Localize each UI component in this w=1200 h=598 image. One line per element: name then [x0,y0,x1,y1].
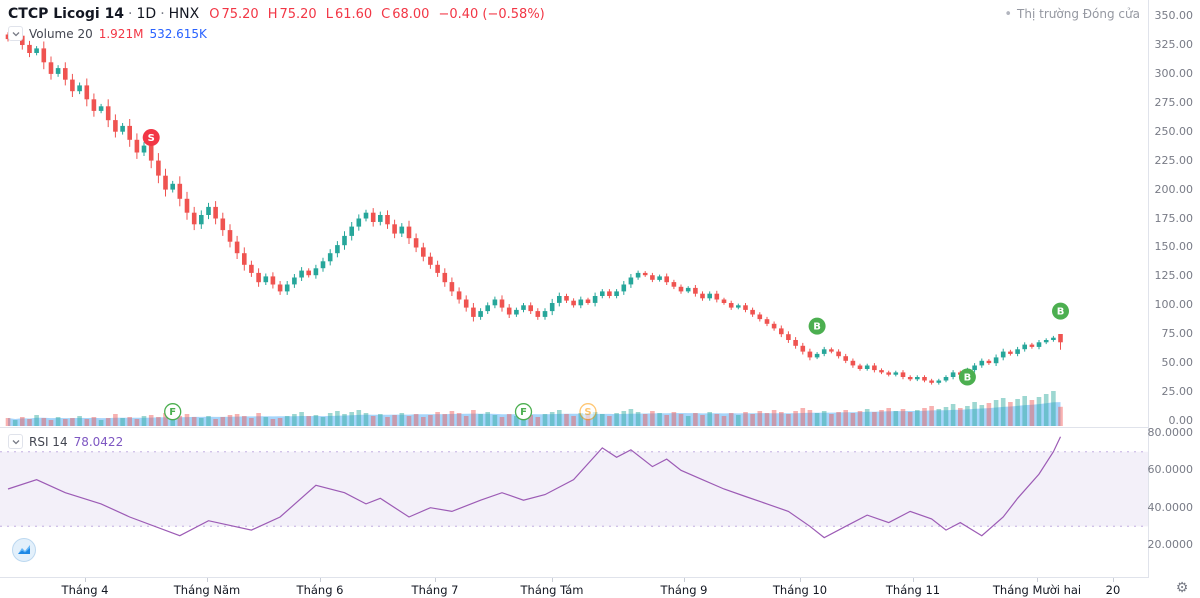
svg-text:S: S [148,133,155,144]
symbol-name[interactable]: CTCP Licogi 14 [8,6,125,22]
market-status-dot-icon: • [1004,7,1013,22]
price-axis-tick: 50.00 [1161,356,1194,370]
rsi-legend: RSI 14 78.0422 [8,434,123,449]
time-axis-label: Tháng 7 [411,583,459,597]
price-axis-tick: 300.00 [1154,66,1194,80]
volume-ma-value: 532.615K [149,26,207,41]
time-axis-label: Tháng Tám [520,583,584,597]
time-axis-tickmark [435,578,436,582]
price-axis-tick: 275.00 [1154,95,1194,109]
price-axis-tick: 100.00 [1154,298,1194,312]
time-axis-tickmark [320,578,321,582]
rsi-value: 78.0422 [73,434,124,449]
svg-text:S: S [584,407,591,418]
rsi-chart[interactable] [0,428,1148,578]
price-axis-tick: 150.00 [1154,240,1194,254]
svg-text:B: B [964,373,972,384]
time-axis-label: Tháng 9 [660,583,708,597]
collapse-rsi-button[interactable] [8,434,23,449]
svg-text:F: F [520,407,527,418]
time-axis-label: Tháng 4 [61,583,109,597]
time-axis-label: Tháng 11 [885,583,941,597]
collapse-volume-button[interactable] [8,26,23,41]
time-axis-tickmark [207,578,208,582]
exchange-label: HNX [168,6,200,22]
price-axis-tick: 0.00 [1168,414,1194,427]
settings-gear-icon[interactable]: ⚙ [1175,580,1189,596]
time-axis-label: Tháng Mười hai [992,583,1082,597]
volume-current-value: 1.921M [98,26,144,41]
time-axis-tickmark [684,578,685,582]
symbol-legend[interactable]: CTCP Licogi 14 · 1D · HNX O 75.20 H 75.20 L 61.60 C… [8,6,547,22]
separator: · [128,6,133,22]
price-axis-tick: 125.00 [1154,269,1194,283]
time-axis-tickmark [552,578,553,582]
market-status: • Thị trường Đóng cửa [1004,7,1140,22]
candlestick-chart[interactable]: S B B B F F S [0,0,1148,428]
interval-label[interactable]: 1D [136,6,157,22]
price-axis-tick: 225.00 [1154,153,1194,167]
change-value: −0.40 (−0.58%) [438,7,545,22]
price-axis-tick: 175.00 [1154,211,1194,225]
price-axis-tick: 75.00 [1161,327,1194,341]
time-axis-tickmark [1037,578,1038,582]
time-axis-tickmark [85,578,86,582]
price-axis-tick: 25.00 [1161,385,1194,399]
rsi-indicator-label[interactable]: RSI 14 [29,434,68,449]
time-axis-tickmark [800,578,801,582]
time-axis-tickmark [1113,578,1114,582]
time-axis-label: Tháng 10 [772,583,828,597]
volume-legend: Volume 20 1.921M 532.615K [8,26,207,41]
price-axis-tick: 200.00 [1154,182,1194,196]
market-status-text: Thị trường Đóng cửa [1017,7,1140,21]
chevron-down-icon [12,31,19,36]
volume-indicator-label[interactable]: Volume 20 [29,26,93,41]
price-axis-tick: 250.00 [1154,124,1194,138]
rsi-axis-tick: 80.0000 [1147,426,1194,439]
rsi-pane[interactable]: RSI 14 78.0422 [0,428,1148,578]
time-axis[interactable]: Tháng 4 Tháng Năm Tháng 6 Tháng 7 Tháng Tám T… [0,578,1200,598]
rsi-axis-tick: 20.0000 [1147,538,1194,552]
time-axis-label: Tháng Năm [173,583,241,597]
rsi-axis-tick: 40.0000 [1147,500,1194,514]
time-axis-label: Tháng 6 [296,583,344,597]
tradingview-logo[interactable] [12,538,36,562]
chevron-down-icon [12,439,19,444]
time-axis-label: 20 [1105,583,1121,597]
ohlc-values: O 75.20 H 75.20 L 61.60 C 68.00 −0.40 (−0.58%) [209,7,545,22]
svg-text:B: B [813,322,821,333]
svg-text:B: B [1057,307,1065,318]
svg-text:F: F [169,407,176,418]
mountain-chart-icon [18,545,30,554]
price-axis-tick: 325.00 [1154,37,1194,51]
separator: · [160,6,165,22]
rsi-axis-tick: 60.0000 [1147,463,1194,477]
price-axis-tick: 350.00 [1154,9,1194,22]
time-axis-tickmark [913,578,914,582]
price-scale[interactable]: 350.00 325.00 300.00 275.00 250.00 225.00 200.… [1148,0,1200,578]
